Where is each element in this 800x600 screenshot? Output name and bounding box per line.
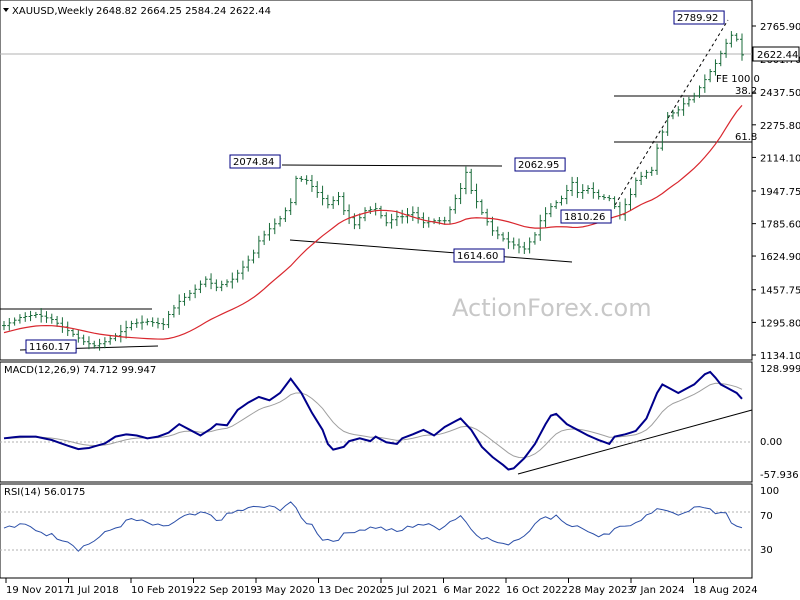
x-tick-label: 22 Sep 2019 bbox=[194, 585, 257, 596]
price-annotation-label: 2074.84 bbox=[233, 157, 274, 168]
macd-tick-label: 128.999 bbox=[760, 364, 800, 375]
price-annotation-box bbox=[25, 339, 77, 354]
support-line-1614 bbox=[289, 239, 573, 263]
y-tick-label: 1624.90 bbox=[760, 252, 800, 263]
x-tick-label: 16 Oct 2022 bbox=[506, 585, 568, 596]
price-annotation-label: 2062.95 bbox=[518, 160, 559, 171]
rsi-tick-label: 30 bbox=[760, 545, 773, 556]
x-tick-label: 7 Jan 2024 bbox=[631, 585, 685, 596]
y-tick-label: 1134.10 bbox=[760, 351, 800, 362]
rsi-tick-label: 100 bbox=[760, 486, 779, 497]
rsi-line bbox=[3, 501, 743, 552]
y-tick-label: 1785.60 bbox=[760, 220, 800, 231]
y-tick-label: 2437.50 bbox=[760, 88, 800, 99]
price-annotation-label: 2789.92 bbox=[677, 13, 718, 24]
price-annotation-box bbox=[229, 154, 281, 169]
x-tick-label: 19 Nov 2017 bbox=[6, 585, 70, 596]
macd-main-line bbox=[3, 370, 743, 471]
price-annotation-box bbox=[514, 157, 566, 172]
y-tick-label: 1295.80 bbox=[760, 318, 800, 329]
price-annotation-label: 1614.60 bbox=[457, 251, 498, 262]
resistance-line-2074 bbox=[281, 164, 503, 167]
x-tick-label: 25 Jul 2021 bbox=[381, 585, 438, 596]
x-tick-label: 1 Jul 2018 bbox=[69, 585, 119, 596]
price-annotation-box bbox=[560, 209, 612, 224]
y-tick-label: 2765.90 bbox=[760, 22, 800, 33]
price-pane bbox=[0, 0, 753, 361]
fib-label: 61.8 bbox=[735, 132, 757, 143]
price-annotation-label: 1810.26 bbox=[564, 212, 605, 223]
price-annotation-box bbox=[673, 10, 725, 25]
axes: 2765.902601.702437.502275.802114.101947.… bbox=[4, 22, 800, 596]
current-price-label: 2622.44 bbox=[757, 50, 798, 61]
macd-tick-label: 0.00 bbox=[760, 437, 782, 448]
x-tick-label: 13 Dec 2020 bbox=[319, 585, 383, 596]
y-tick-label: 1947.75 bbox=[760, 187, 800, 198]
macd-signal-line bbox=[3, 382, 743, 459]
macd-lines bbox=[3, 370, 743, 471]
macd-title: MACD(12,26,9) 74.712 99.947 bbox=[4, 365, 156, 376]
fib-label: FE 100.0 bbox=[716, 74, 760, 85]
x-tick-label: 10 Feb 2019 bbox=[131, 585, 193, 596]
macd-tick-label: -57.936 bbox=[760, 470, 799, 481]
symbol-label: XAUUSD,Weekly bbox=[12, 6, 94, 17]
rsi-main-line bbox=[3, 501, 743, 552]
y-tick-label: 1457.75 bbox=[760, 286, 800, 297]
y-tick-label: 2275.80 bbox=[760, 121, 800, 132]
price-annotation-box bbox=[453, 248, 505, 263]
rsi-title: RSI(14) 56.0175 bbox=[4, 487, 85, 498]
price-annotation-label: 1160.17 bbox=[29, 342, 70, 353]
moving-average bbox=[3, 104, 743, 340]
watermark: ActionForex.com bbox=[452, 294, 652, 322]
x-tick-label: 6 Mar 2022 bbox=[444, 585, 501, 596]
x-tick-label: 18 Aug 2024 bbox=[694, 585, 758, 596]
rsi-pane bbox=[0, 483, 753, 579]
ma-line bbox=[3, 104, 743, 340]
macd-pane bbox=[0, 361, 753, 483]
fib-dashed-projection bbox=[614, 19, 729, 206]
x-tick-label: 28 May 2023 bbox=[569, 585, 634, 596]
fib-label: 38.2 bbox=[735, 86, 757, 97]
header-triangle-icon bbox=[3, 8, 9, 12]
macd-trend-line bbox=[517, 409, 753, 475]
x-tick-label: 3 May 2020 bbox=[256, 585, 315, 596]
y-tick-label: 2114.10 bbox=[760, 153, 800, 164]
current-price-tag bbox=[752, 46, 800, 62]
annotations: 2789.92 2074.84 2062.95 1810.26 1614.60 1160.… bbox=[25, 10, 760, 354]
rsi-tick-label: 70 bbox=[760, 511, 773, 522]
ohlc-label: 2648.82 2664.25 2584.24 2622.44 bbox=[96, 6, 271, 17]
